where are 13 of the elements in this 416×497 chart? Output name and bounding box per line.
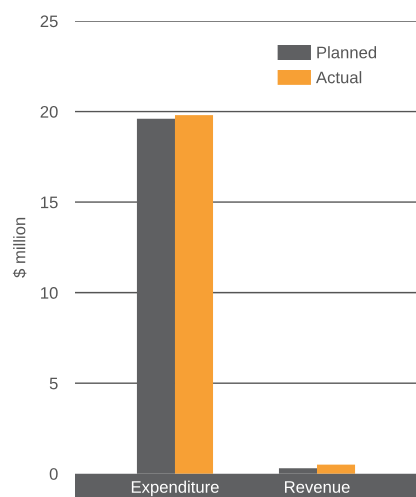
y-tick-label: 0 — [50, 468, 58, 480]
y-tick-label: 10 — [41, 287, 58, 299]
x-tick-label: Expenditure — [132, 480, 219, 496]
bar — [174, 115, 214, 474]
y-tick-label: 25 — [40, 15, 58, 28]
legend-label: Planned — [317, 46, 376, 58]
y-axis-title: $ million — [12, 218, 26, 278]
y-tick-label: 20 — [40, 106, 58, 118]
bar — [317, 464, 356, 474]
y-tick-label: 5 — [50, 378, 58, 390]
y-tick-label: 15 — [41, 196, 58, 208]
x-tick-label: Revenue — [285, 481, 350, 493]
legend-label: Actual — [316, 71, 362, 84]
